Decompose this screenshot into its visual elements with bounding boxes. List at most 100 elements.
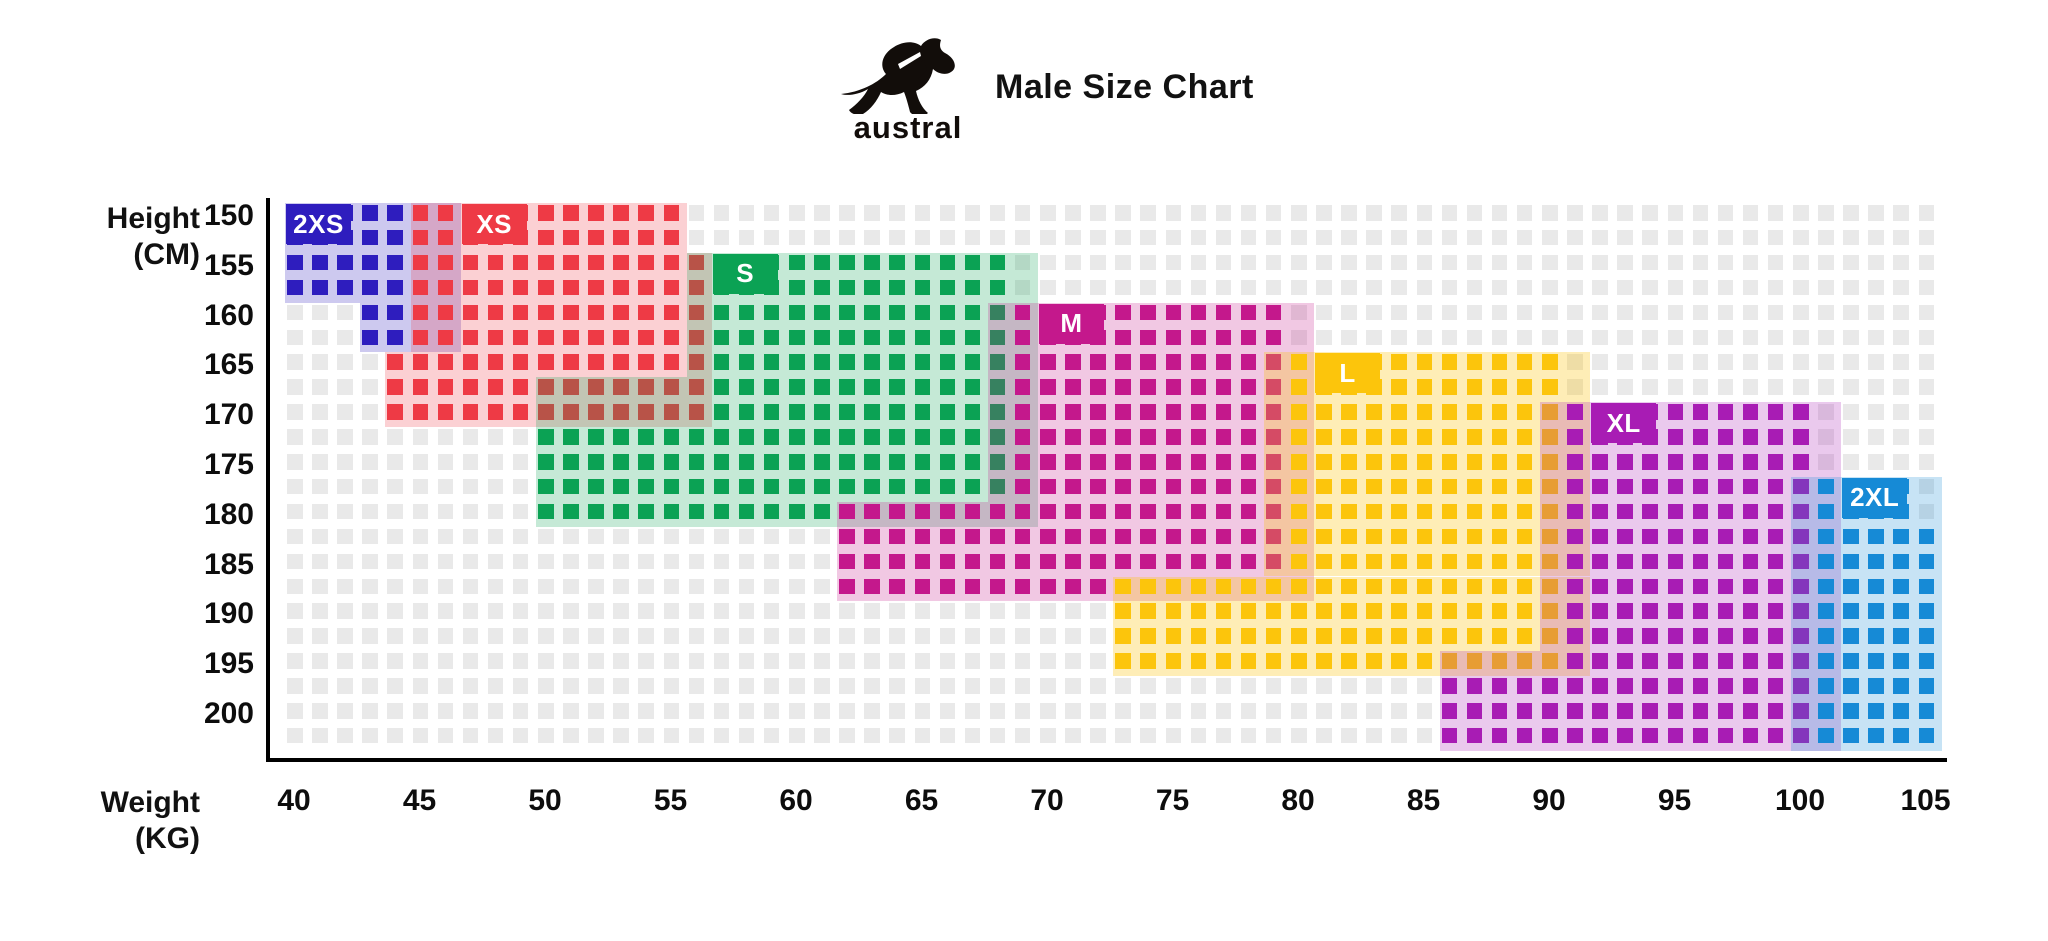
size-cell-l bbox=[1416, 653, 1432, 669]
size-cell-xl bbox=[1742, 404, 1759, 420]
size-cell-m bbox=[1265, 354, 1282, 370]
grid-cell-empty bbox=[1868, 329, 1884, 345]
grid-cell-empty bbox=[1893, 404, 1909, 420]
grid-cell-empty bbox=[362, 678, 378, 694]
grid-cell-empty bbox=[412, 603, 428, 619]
size-cell-xl bbox=[1542, 703, 1558, 719]
size-cell-l bbox=[1291, 653, 1307, 669]
size-cell-l bbox=[1516, 628, 1533, 644]
size-cell-m bbox=[914, 553, 930, 570]
grid-cell-empty bbox=[1391, 254, 1407, 271]
grid-cell-empty bbox=[1843, 254, 1859, 271]
grid-cell-empty bbox=[387, 603, 403, 619]
x-tick-label: 60 bbox=[779, 784, 813, 817]
size-cell-xl bbox=[1617, 503, 1633, 520]
size-cell-l bbox=[1291, 578, 1307, 594]
grid-cell-empty bbox=[688, 628, 705, 644]
size-cell-l bbox=[1466, 528, 1483, 545]
grid-cell-empty bbox=[462, 503, 479, 520]
size-cell-l bbox=[1140, 603, 1156, 619]
size-cell-l bbox=[1391, 553, 1407, 570]
size-cell-xl bbox=[1592, 553, 1608, 570]
grid-cell-empty bbox=[989, 703, 1006, 719]
size-cell-xs bbox=[487, 279, 504, 296]
size-cell-xs bbox=[688, 304, 705, 321]
grid-cell-empty bbox=[337, 553, 353, 570]
size-cell-2xl bbox=[1843, 603, 1859, 619]
grid-cell-empty bbox=[763, 703, 780, 719]
grid-cell-empty bbox=[538, 727, 554, 744]
size-cell-xs bbox=[613, 229, 629, 246]
grid-cell-empty bbox=[1642, 304, 1658, 321]
grid-cell-empty bbox=[1818, 429, 1834, 445]
grid-cell-empty bbox=[789, 553, 805, 570]
size-cell-m bbox=[964, 503, 981, 520]
grid-cell-empty bbox=[563, 678, 579, 694]
size-cell-xl bbox=[1742, 727, 1759, 744]
grid-cell-empty bbox=[1190, 279, 1207, 296]
size-cell-s bbox=[964, 429, 981, 445]
grid-cell-empty bbox=[864, 628, 880, 644]
grid-cell-empty bbox=[538, 528, 554, 545]
size-cell-s bbox=[763, 354, 780, 370]
grid-cell-empty bbox=[964, 205, 981, 221]
size-cell-xs bbox=[412, 205, 428, 221]
x-tick-label: 85 bbox=[1406, 784, 1441, 817]
size-cell-xs bbox=[412, 229, 428, 246]
size-cell-m bbox=[1140, 429, 1156, 445]
size-cell-xl bbox=[1567, 404, 1583, 420]
grid-cell-empty bbox=[1391, 205, 1407, 221]
grid-cell-empty bbox=[1165, 727, 1181, 744]
grid-cell-empty bbox=[462, 703, 479, 719]
grid-cell-empty bbox=[1918, 229, 1934, 246]
size-cell-xl bbox=[1767, 603, 1784, 619]
grid-cell-empty bbox=[839, 205, 855, 221]
grid-cell-empty bbox=[1843, 404, 1859, 420]
grid-cell-empty bbox=[512, 678, 529, 694]
x-tick-label: 65 bbox=[904, 784, 939, 817]
grid-cell-empty bbox=[1341, 727, 1357, 744]
y-tick-label: 190 bbox=[203, 597, 254, 631]
size-cell-2xs bbox=[387, 304, 403, 321]
grid-cell-empty bbox=[914, 678, 930, 694]
grid-cell-empty bbox=[337, 429, 353, 445]
size-cell-s bbox=[964, 279, 981, 296]
size-cell-xl bbox=[1642, 678, 1658, 694]
grid-cell-empty bbox=[789, 703, 805, 719]
grid-cell-empty bbox=[1893, 279, 1909, 296]
size-cell-xs bbox=[462, 329, 479, 345]
size-cell-s bbox=[738, 379, 755, 395]
size-cell-l bbox=[1190, 628, 1207, 644]
grid-cell-empty bbox=[1843, 205, 1859, 221]
x-tick-label: 45 bbox=[402, 784, 437, 817]
grid-cell-empty bbox=[538, 578, 554, 594]
size-cell-xl bbox=[1441, 727, 1458, 744]
grid-cell-empty bbox=[412, 478, 428, 495]
size-cell-s bbox=[939, 254, 956, 271]
grid-cell-empty bbox=[487, 553, 504, 570]
size-cell-s bbox=[814, 279, 830, 296]
size-cell-s bbox=[738, 478, 755, 495]
grid-cell-empty bbox=[1767, 329, 1784, 345]
size-cell-s bbox=[588, 478, 604, 495]
grid-cell-empty bbox=[1090, 653, 1106, 669]
grid-cell-empty bbox=[1040, 229, 1056, 246]
grid-cell-empty bbox=[939, 628, 956, 644]
size-cell-2xl bbox=[1868, 528, 1884, 545]
size-cell-s bbox=[839, 279, 855, 296]
grid-cell-empty bbox=[1617, 254, 1633, 271]
grid-cell-empty bbox=[1140, 205, 1156, 221]
size-cell-l bbox=[1115, 628, 1131, 644]
grid-cell-empty bbox=[989, 678, 1006, 694]
size-cell-l bbox=[1165, 603, 1181, 619]
size-cell-xl bbox=[1617, 553, 1633, 570]
grid-cell-empty bbox=[1014, 727, 1031, 744]
grid-cell-empty bbox=[337, 628, 353, 644]
grid-cell-empty bbox=[1014, 653, 1031, 669]
size-cell-xl bbox=[1692, 603, 1709, 619]
size-cell-l bbox=[1316, 478, 1332, 495]
grid-cell-empty bbox=[312, 653, 328, 669]
grid-cell-empty bbox=[663, 528, 679, 545]
size-cell-xs bbox=[588, 254, 604, 271]
grid-cell-empty bbox=[387, 478, 403, 495]
